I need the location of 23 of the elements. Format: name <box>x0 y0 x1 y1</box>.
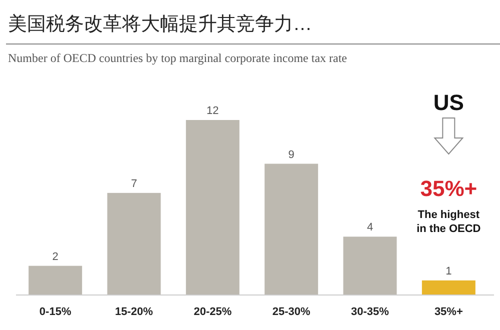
text: US <box>433 90 464 115</box>
data-label: 4 <box>366 222 374 234</box>
x-tick-label: 35%+ <box>434 306 463 318</box>
data-label: 7 <box>130 178 138 190</box>
bar <box>422 280 476 295</box>
bar <box>107 192 161 295</box>
data-label: 1 <box>446 265 452 278</box>
x-tick-label: 30-35% <box>351 306 390 318</box>
chart-subtitle: Number of OECD countries by top marginal corporate income tax rate <box>8 51 348 65</box>
data-label: 9 <box>288 148 294 161</box>
x-tick-label: 15-20% <box>115 306 154 318</box>
data-label: 12 <box>206 105 219 117</box>
chart-title: 美国税务改革将大幅提升其竞争力… <box>8 13 312 35</box>
bar <box>343 236 397 295</box>
x-tick-label: 20-25% <box>194 306 232 318</box>
bar <box>186 120 240 295</box>
annotation: 35%+ <box>420 176 478 201</box>
x-tick-label: 0-15% <box>39 306 72 318</box>
bar <box>28 266 82 295</box>
annotation: The highest in the OECD <box>416 209 481 235</box>
data-label: 2 <box>52 250 58 263</box>
x-tick-label: 25-30% <box>272 306 311 318</box>
bar <box>264 164 318 295</box>
